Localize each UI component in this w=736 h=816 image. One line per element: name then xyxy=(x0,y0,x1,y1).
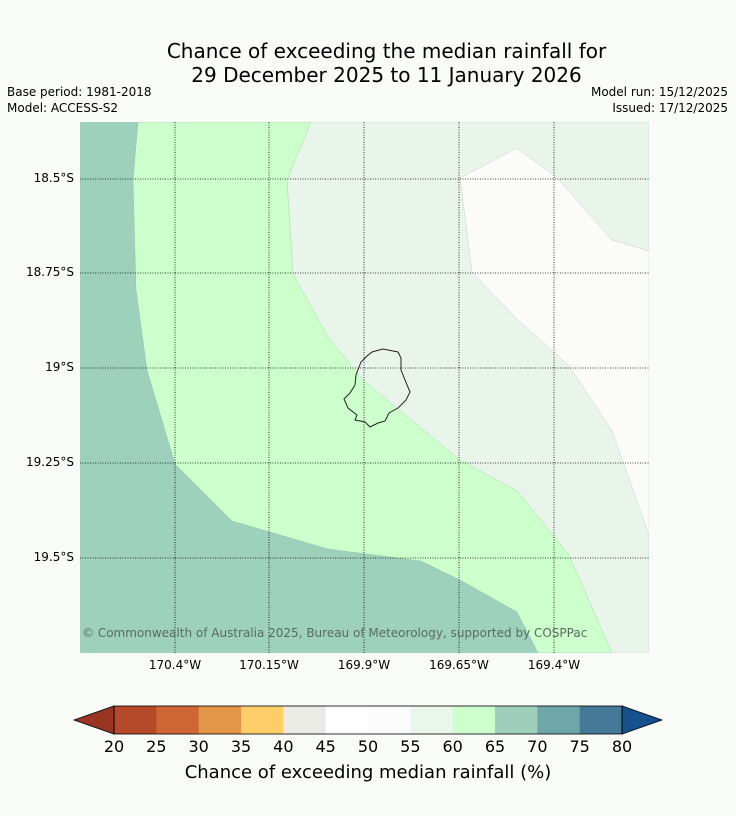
lon-tick: 169.4°W xyxy=(527,658,581,672)
model-run: Model run: 15/12/2025 xyxy=(590,85,728,99)
colorbar-title: Chance of exceeding median rainfall (%) xyxy=(184,762,552,783)
chart-title-line1: Chance of exceeding the median rainfall … xyxy=(166,39,607,63)
lat-tick: 19.5°S xyxy=(33,550,74,564)
lat-tick: 18.75°S xyxy=(26,265,74,279)
colorbar-tick-label: 80 xyxy=(611,737,633,756)
meta-left: Base period: 1981-2018 Model: ACCESS-S2 xyxy=(7,84,152,116)
meta-right: Model run: 15/12/2025 Issued: 17/12/2025 xyxy=(591,84,728,116)
lat-tick: 18.5°S xyxy=(33,171,74,185)
lon-tick: 170.4°W xyxy=(148,658,202,672)
colorbar-tick-label: 20 xyxy=(103,737,125,756)
lon-tick: 170.15°W xyxy=(239,658,299,672)
colorbar-tick-label: 65 xyxy=(484,737,506,756)
colorbar-tick-label: 60 xyxy=(442,737,463,756)
lat-tick: 19°S xyxy=(45,360,74,374)
colorbar-tick-label: 75 xyxy=(569,737,590,756)
lat-tick: 19.25°S xyxy=(26,455,74,469)
copyright-notice: © Commonwealth of Australia 2025, Bureau… xyxy=(82,626,588,640)
colorbar-tick-label: 40 xyxy=(273,737,294,756)
colorbar-tick-label: 45 xyxy=(315,737,336,756)
colorbar-tick-label: 50 xyxy=(357,737,379,756)
grid-lines xyxy=(80,122,649,653)
colorbar-tick-label: 70 xyxy=(527,737,548,756)
colorbar-tick-label: 30 xyxy=(188,737,209,756)
region-50-55 xyxy=(459,147,649,536)
model-name: Model: ACCESS-S2 xyxy=(7,101,119,115)
base-period: Base period: 1981-2018 xyxy=(7,85,152,99)
map-area xyxy=(80,122,649,653)
issued-date: Issued: 17/12/2025 xyxy=(612,101,728,115)
colorbar-tick-label: 35 xyxy=(230,737,252,756)
lon-tick: 169.65°W xyxy=(429,658,489,672)
lon-tick: 169.9°W xyxy=(337,658,391,672)
island-coastline xyxy=(343,348,411,428)
colorbar-tick-label: 25 xyxy=(146,737,167,756)
chart-title-line2: 29 December 2025 to 11 January 2026 xyxy=(191,63,582,87)
colorbar-tick-label: 55 xyxy=(400,737,421,756)
